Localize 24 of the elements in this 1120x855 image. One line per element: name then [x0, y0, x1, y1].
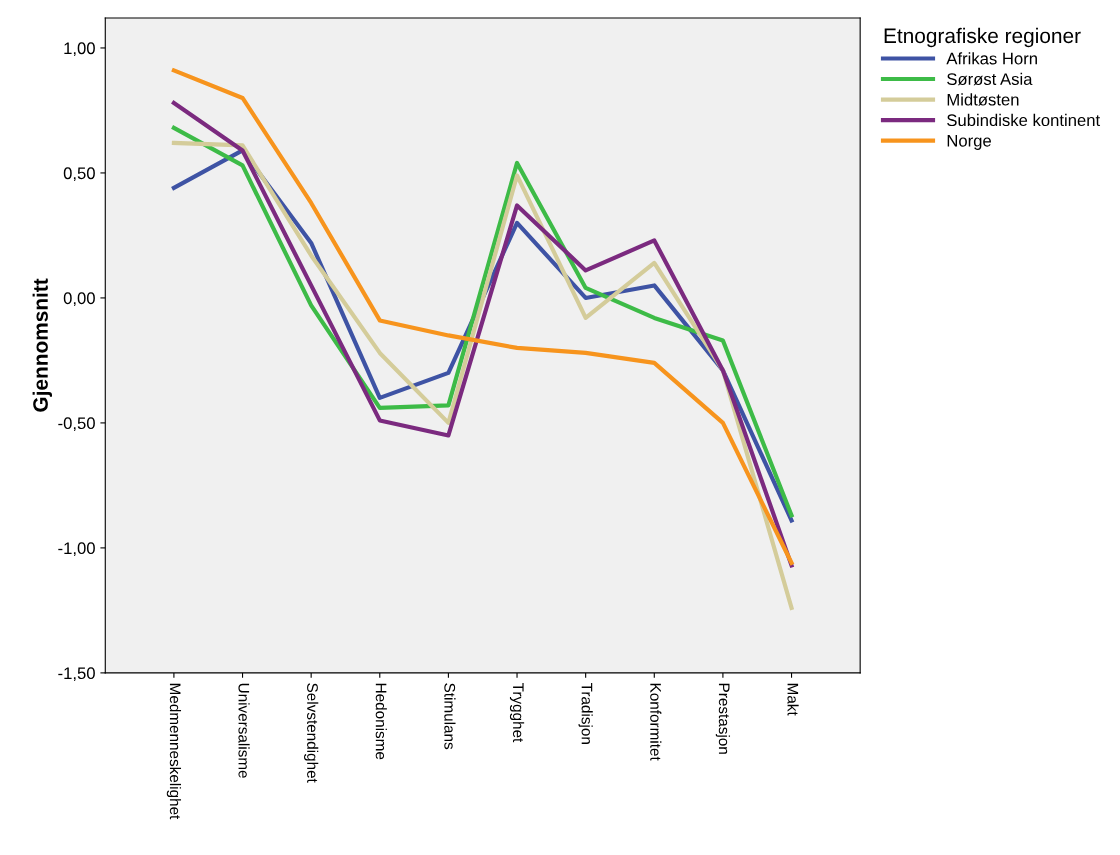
y-tick-label: 0,00	[63, 292, 95, 307]
line-series	[171, 140, 794, 610]
x-tick-label: Medmenneskelighet	[166, 683, 182, 820]
y-tick-label: -1,50	[58, 667, 95, 682]
y-axis-title: Gjennomsnitt	[32, 278, 53, 412]
x-tick-label: Selvstendighet	[304, 683, 319, 783]
x-tick-label: Konformitet	[650, 683, 662, 761]
legend-label: Subindiske kontinent	[947, 113, 1101, 127]
x-tick-label: Hedonisme	[375, 683, 387, 760]
y-tick-label: 0,50	[63, 167, 95, 182]
x-tick-label: Stimulans	[444, 683, 456, 750]
y-tick-label: -1,00	[58, 542, 95, 557]
legend-label: Norge	[947, 135, 991, 150]
x-tick-label: Universalisme	[238, 683, 250, 778]
y-tick-label: 1,00	[64, 42, 95, 57]
legend-label: Afrikas Horn	[946, 52, 1037, 65]
x-tick-label: Tradisjon	[578, 682, 593, 744]
legend-title: Etnografiske regioner	[884, 27, 1081, 48]
x-tick-label: Prestasjon	[715, 683, 731, 754]
legend-label: Sørøst Asia	[947, 72, 1033, 86]
x-tick-label: Makt	[787, 683, 799, 716]
y-tick-label: -0,50	[58, 417, 95, 432]
x-tick-label: Trygghet	[509, 682, 525, 743]
legend-label: Midtøsten	[947, 93, 1019, 106]
